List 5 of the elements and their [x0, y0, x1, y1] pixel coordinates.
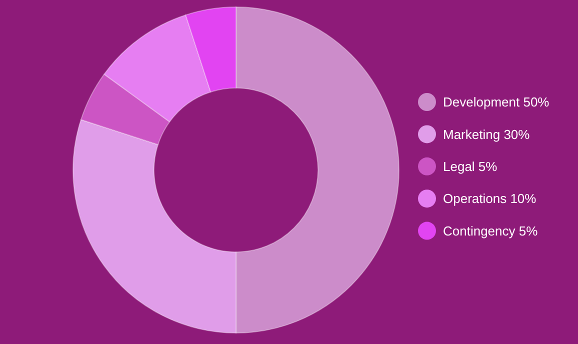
legend-label: Contingency 5% [443, 223, 538, 238]
legend-label: Development 50% [443, 94, 550, 110]
legend-label: Marketing 30% [443, 126, 530, 142]
legend-label: Legal 5% [443, 158, 498, 174]
legend-label: Operations 10% [443, 191, 537, 206]
